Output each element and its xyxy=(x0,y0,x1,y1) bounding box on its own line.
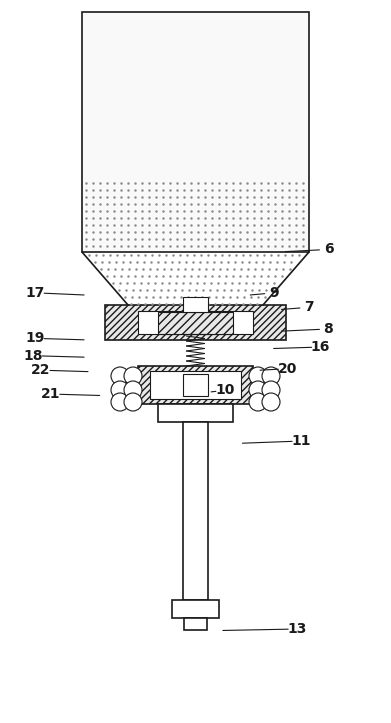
Bar xyxy=(158,312,233,334)
Bar xyxy=(158,404,233,422)
Text: 21: 21 xyxy=(41,387,61,401)
Text: 10: 10 xyxy=(215,383,235,398)
Bar xyxy=(172,600,219,618)
Bar xyxy=(105,305,286,340)
Circle shape xyxy=(111,367,129,385)
Text: 8: 8 xyxy=(324,322,333,336)
Circle shape xyxy=(249,393,267,411)
Bar xyxy=(150,371,241,399)
Bar xyxy=(138,311,253,334)
Text: 17: 17 xyxy=(25,286,45,300)
Text: 11: 11 xyxy=(291,434,311,448)
Text: 19: 19 xyxy=(25,331,45,346)
Text: 18: 18 xyxy=(23,348,43,363)
Text: 6: 6 xyxy=(324,242,333,257)
Bar xyxy=(82,12,309,252)
Text: 20: 20 xyxy=(278,362,297,376)
Circle shape xyxy=(262,367,280,385)
Bar xyxy=(183,422,208,600)
Text: 16: 16 xyxy=(311,340,330,354)
Bar xyxy=(138,366,253,404)
Circle shape xyxy=(124,367,142,385)
Circle shape xyxy=(249,381,267,399)
Circle shape xyxy=(111,381,129,399)
Circle shape xyxy=(124,381,142,399)
Circle shape xyxy=(111,393,129,411)
Circle shape xyxy=(124,393,142,411)
Text: 22: 22 xyxy=(31,363,51,377)
Circle shape xyxy=(249,367,267,385)
Circle shape xyxy=(262,393,280,411)
Bar xyxy=(183,297,208,312)
Text: 9: 9 xyxy=(269,286,278,300)
Bar xyxy=(184,618,207,630)
Text: 13: 13 xyxy=(287,622,307,636)
Bar xyxy=(183,374,208,396)
Text: 7: 7 xyxy=(304,300,314,315)
Circle shape xyxy=(262,381,280,399)
